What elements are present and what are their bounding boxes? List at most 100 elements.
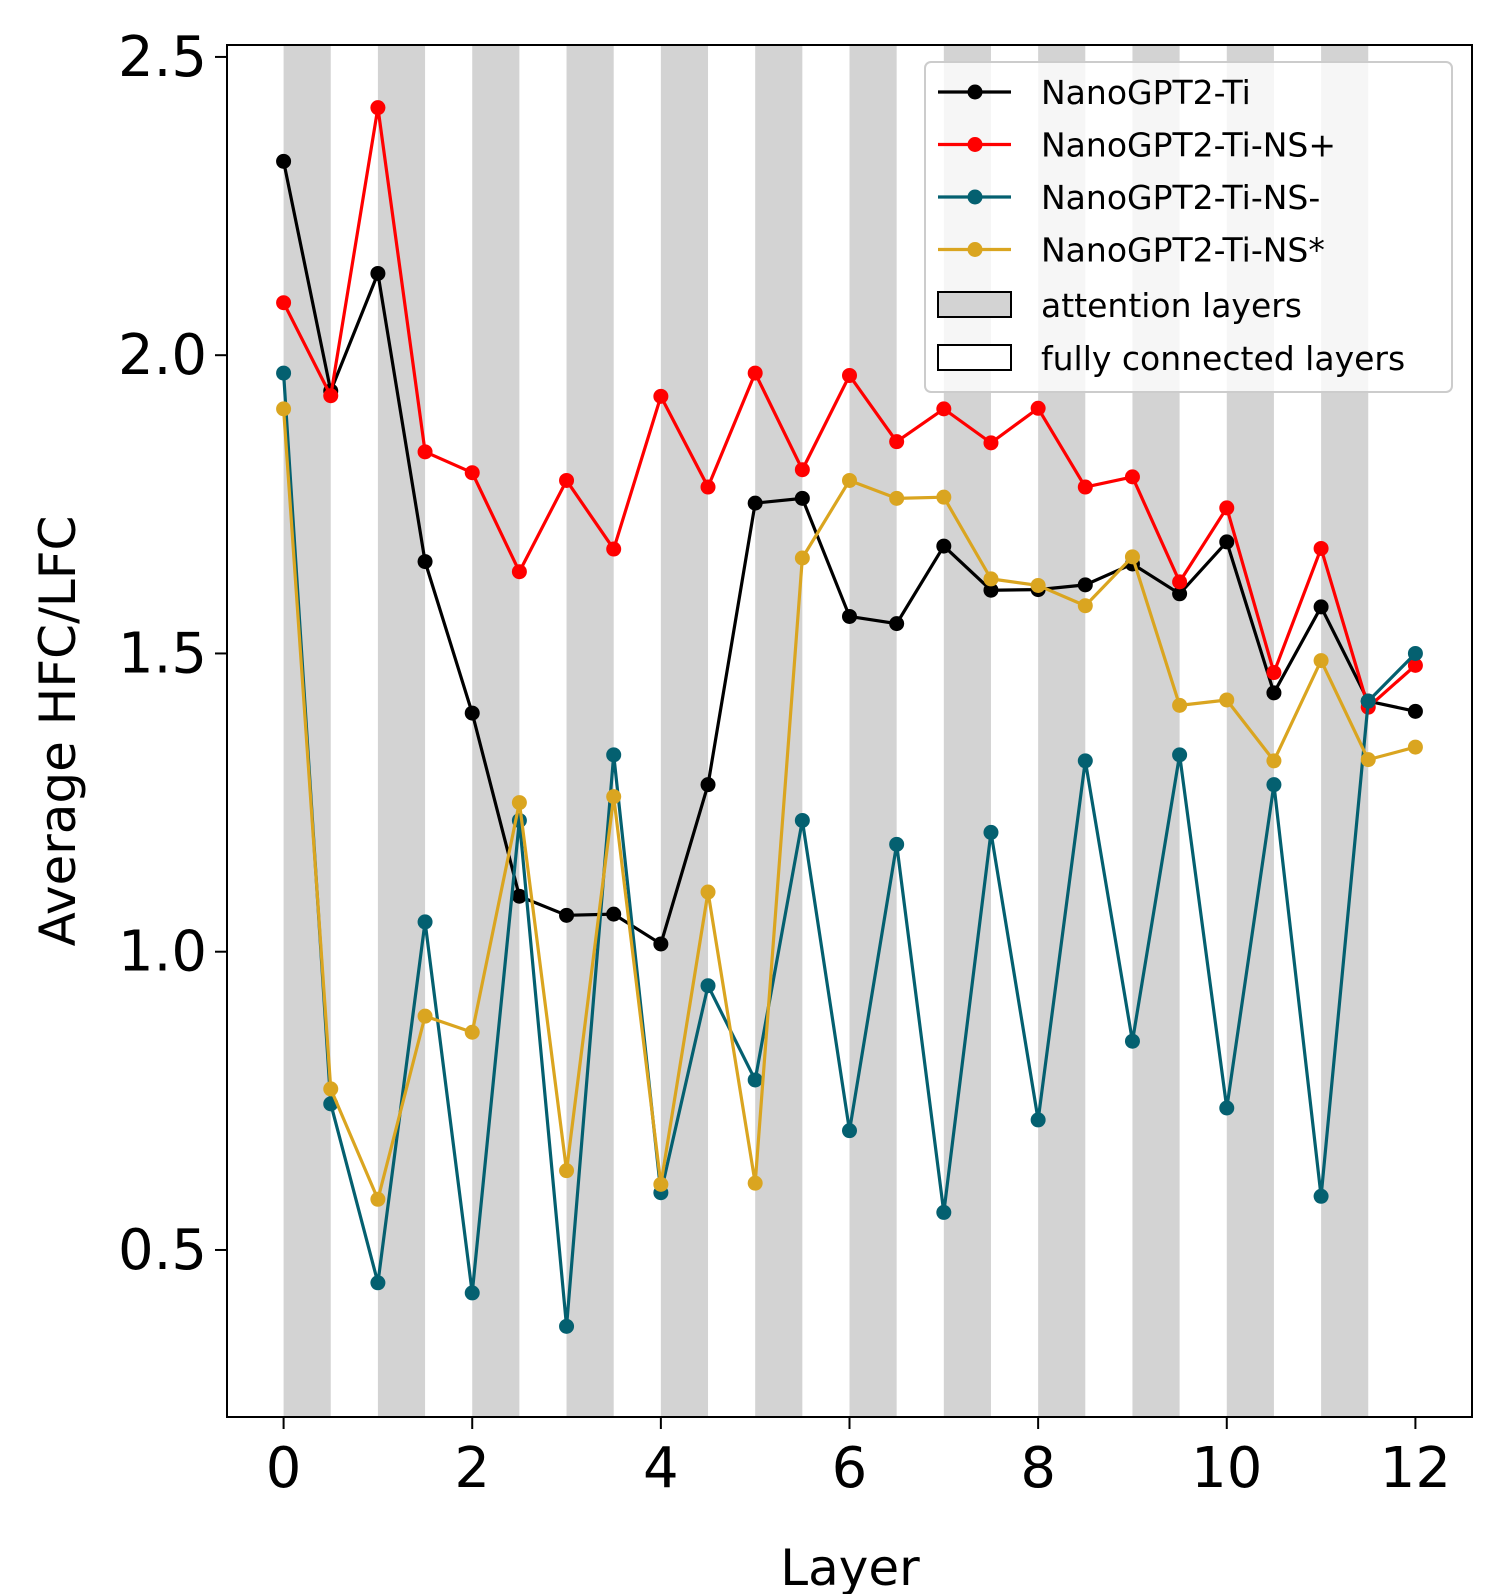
data-point-nanogpt2-ti-ns-star-24: [1407, 739, 1423, 755]
data-point-nanogpt2-ti-0: [276, 153, 292, 169]
data-point-nanogpt2-ti-ns-plus-18: [1124, 469, 1140, 485]
legend-swatch-fully-connected: [937, 344, 1012, 371]
data-point-nanogpt2-ti-11: [794, 490, 810, 506]
data-point-nanogpt2-ti-ns-star-13: [889, 490, 905, 506]
data-point-nanogpt2-ti-17: [1077, 577, 1093, 593]
data-point-nanogpt2-ti-7: [606, 906, 622, 922]
legend-label-0: NanoGPT2-Ti: [1041, 73, 1251, 112]
y-axis-label: Average HFC/LFC: [29, 516, 87, 947]
y-tick-label-4: 2.5: [118, 25, 207, 90]
data-point-nanogpt2-ti-ns-plus-20: [1219, 500, 1235, 516]
data-point-nanogpt2-ti-ns-plus-14: [936, 401, 952, 417]
data-point-nanogpt2-ti-ns-22: [1313, 1188, 1329, 1204]
data-point-nanogpt2-ti-12: [842, 608, 857, 624]
attention-band-4: [660, 45, 709, 1417]
x-tick-label-4: 8: [1020, 1436, 1056, 1501]
data-point-nanogpt2-ti-ns-10: [747, 1072, 763, 1088]
y-tick-label-1: 1.0: [118, 920, 207, 985]
legend: NanoGPT2-Ti NanoGPT2-Ti-NS+ NanoGPT2-Ti-NS…: [924, 61, 1453, 393]
data-point-nanogpt2-ti-ns-plus-19: [1172, 574, 1188, 590]
x-tick-label-2: 4: [643, 1436, 679, 1501]
data-point-nanogpt2-ti-ns-plus-15: [983, 435, 999, 451]
x-tick-label-6: 12: [1380, 1436, 1451, 1501]
data-point-nanogpt2-ti-ns-plus-2: [370, 100, 386, 116]
attention-band-5: [755, 45, 803, 1417]
data-point-nanogpt2-ti-ns-star-17: [1077, 598, 1093, 614]
attention-band-2: [472, 45, 520, 1417]
data-point-nanogpt2-ti-19: [1172, 586, 1188, 602]
data-point-nanogpt2-ti-ns-star-3: [417, 1008, 433, 1024]
data-point-nanogpt2-ti-ns-star-15: [983, 571, 999, 587]
legend-label-2: NanoGPT2-Ti-NS-: [1041, 178, 1320, 217]
data-point-nanogpt2-ti-ns-star-20: [1219, 692, 1235, 708]
series-nanogpt2-ti-ns-star: [276, 401, 1423, 1207]
data-point-nanogpt2-ti-ns-15: [983, 824, 999, 840]
data-point-nanogpt2-ti-ns-star-1: [323, 1081, 339, 1097]
data-point-nanogpt2-ti-22: [1313, 599, 1329, 615]
data-point-nanogpt2-ti-ns-star-16: [1030, 577, 1046, 593]
data-point-nanogpt2-ti-ns-18: [1124, 1033, 1140, 1049]
y-tick-label-0: 0.5: [118, 1218, 207, 1283]
data-point-nanogpt2-ti-ns-star-2: [370, 1191, 386, 1207]
data-point-nanogpt2-ti-2: [370, 265, 386, 281]
data-point-nanogpt2-ti-ns-plus-10: [747, 365, 763, 381]
data-point-nanogpt2-ti-ns-plus-13: [889, 434, 905, 450]
x-axis-label: Layer: [780, 1539, 920, 1594]
data-point-nanogpt2-ti-14: [936, 538, 952, 554]
data-point-nanogpt2-ti-ns-11: [794, 812, 810, 828]
legend-marker-0: [967, 84, 983, 100]
data-point-nanogpt2-ti-ns-plus-22: [1313, 540, 1329, 556]
legend-label-fully-connected: fully connected layers: [1041, 339, 1405, 378]
legend-label-3: NanoGPT2-Ti-NS*: [1041, 231, 1325, 270]
data-point-nanogpt2-ti-ns-19: [1172, 747, 1188, 763]
data-point-nanogpt2-ti-ns-plus-11: [794, 462, 810, 478]
y-tick-label-2: 1.5: [118, 621, 207, 686]
data-point-nanogpt2-ti-ns-star-5: [511, 795, 527, 811]
data-point-nanogpt2-ti-ns-star-18: [1124, 549, 1140, 565]
x-tick-label-3: 6: [832, 1436, 868, 1501]
data-point-nanogpt2-ti-ns-17: [1077, 753, 1093, 769]
data-point-nanogpt2-ti-ns-plus-17: [1077, 479, 1093, 495]
data-point-nanogpt2-ti-3: [417, 554, 433, 570]
data-point-nanogpt2-ti-ns-21: [1266, 777, 1282, 793]
data-point-nanogpt2-ti-ns-14: [936, 1204, 952, 1220]
data-point-nanogpt2-ti-20: [1219, 534, 1235, 550]
data-point-nanogpt2-ti-ns-star-23: [1360, 752, 1376, 768]
legend-marker-1: [967, 137, 983, 152]
data-point-nanogpt2-ti-ns-star-22: [1313, 653, 1329, 669]
data-point-nanogpt2-ti-ns-12: [842, 1123, 857, 1139]
y-tick-label-3: 2.0: [118, 323, 207, 388]
series-nanogpt2-ti-ns-plus: [276, 100, 1423, 715]
data-point-nanogpt2-ti-9: [700, 777, 716, 793]
data-point-nanogpt2-ti-ns-plus-12: [842, 367, 857, 383]
attention-band-1: [377, 45, 426, 1417]
attention-band-3: [566, 45, 614, 1417]
data-point-nanogpt2-ti-ns-24: [1407, 645, 1423, 661]
data-point-nanogpt2-ti-6: [559, 907, 575, 923]
data-point-nanogpt2-ti-ns-16: [1030, 1112, 1046, 1128]
data-point-nanogpt2-ti-ns-plus-16: [1030, 400, 1046, 416]
data-point-nanogpt2-ti-ns-star-10: [747, 1175, 763, 1191]
x-tick-label-5: 10: [1191, 1436, 1262, 1501]
attention-bands: [283, 45, 1369, 1417]
series-nanogpt2-ti-ns: [276, 365, 1423, 1334]
series-group: [276, 100, 1423, 1334]
data-point-nanogpt2-ti-ns-4: [464, 1285, 480, 1301]
data-point-nanogpt2-ti-21: [1266, 685, 1282, 701]
data-point-nanogpt2-ti-ns-plus-5: [511, 564, 527, 580]
data-point-nanogpt2-ti-ns-2: [370, 1275, 386, 1291]
data-point-nanogpt2-ti-10: [747, 495, 763, 511]
data-point-nanogpt2-ti-ns-star-11: [794, 550, 810, 566]
plot-frame: [226, 44, 1473, 1418]
data-point-nanogpt2-ti-8: [653, 936, 669, 952]
data-point-nanogpt2-ti-ns-3: [417, 914, 433, 930]
data-point-nanogpt2-ti-ns-plus-9: [700, 479, 716, 495]
data-point-nanogpt2-ti-ns-7: [606, 747, 622, 763]
data-point-nanogpt2-ti-ns-plus-8: [653, 388, 669, 404]
data-point-nanogpt2-ti-15: [983, 582, 999, 598]
data-point-nanogpt2-ti-ns-23: [1360, 693, 1376, 709]
legend-label-attention: attention layers: [1041, 286, 1302, 325]
legend-series-entries: NanoGPT2-Ti NanoGPT2-Ti-NS+ NanoGPT2-Ti-NS…: [938, 73, 1336, 270]
data-point-nanogpt2-ti-ns-plus-3: [417, 444, 433, 460]
data-point-nanogpt2-ti-ns-20: [1219, 1100, 1235, 1116]
